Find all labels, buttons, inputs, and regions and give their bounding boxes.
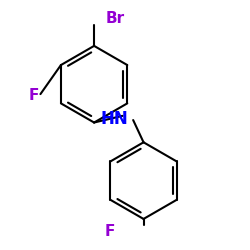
Text: F: F [28, 88, 39, 103]
Text: Br: Br [106, 11, 125, 26]
Text: HN: HN [100, 110, 128, 128]
Text: F: F [105, 224, 115, 239]
